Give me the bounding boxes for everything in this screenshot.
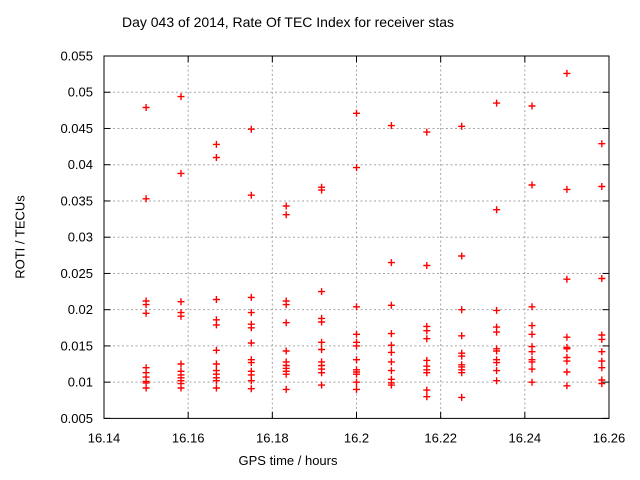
y-tick-label: 0.045 xyxy=(60,121,93,136)
y-tick-label: 0.05 xyxy=(68,85,93,100)
x-tick-label: 16.26 xyxy=(593,430,626,445)
y-tick-label: 0.005 xyxy=(60,411,93,426)
x-tick-label: 16.14 xyxy=(88,430,121,445)
y-tick-label: 0.015 xyxy=(60,338,93,353)
axis-ticks xyxy=(103,55,610,419)
y-tick-label: 0.025 xyxy=(60,266,93,281)
x-tick-label: 16.18 xyxy=(256,430,289,445)
x-tick-label: 16.2 xyxy=(344,430,369,445)
y-tick-label: 0.04 xyxy=(68,157,93,172)
data-point-markers xyxy=(142,69,606,401)
y-tick-label: 0.055 xyxy=(60,49,93,64)
y-tick-label: 0.035 xyxy=(60,193,93,208)
y-tick-label: 0.03 xyxy=(68,230,93,245)
x-axis-label: GPS time / hours xyxy=(238,453,338,468)
x-tick-label: 16.22 xyxy=(424,430,457,445)
x-tick-label: 16.24 xyxy=(509,430,542,445)
y-tick-label: 0.01 xyxy=(68,375,93,390)
x-tick-label: 16.16 xyxy=(172,430,205,445)
chart-title: Day 043 of 2014, Rate Of TEC Index for r… xyxy=(121,14,454,30)
y-tick-label: 0.02 xyxy=(68,302,93,317)
